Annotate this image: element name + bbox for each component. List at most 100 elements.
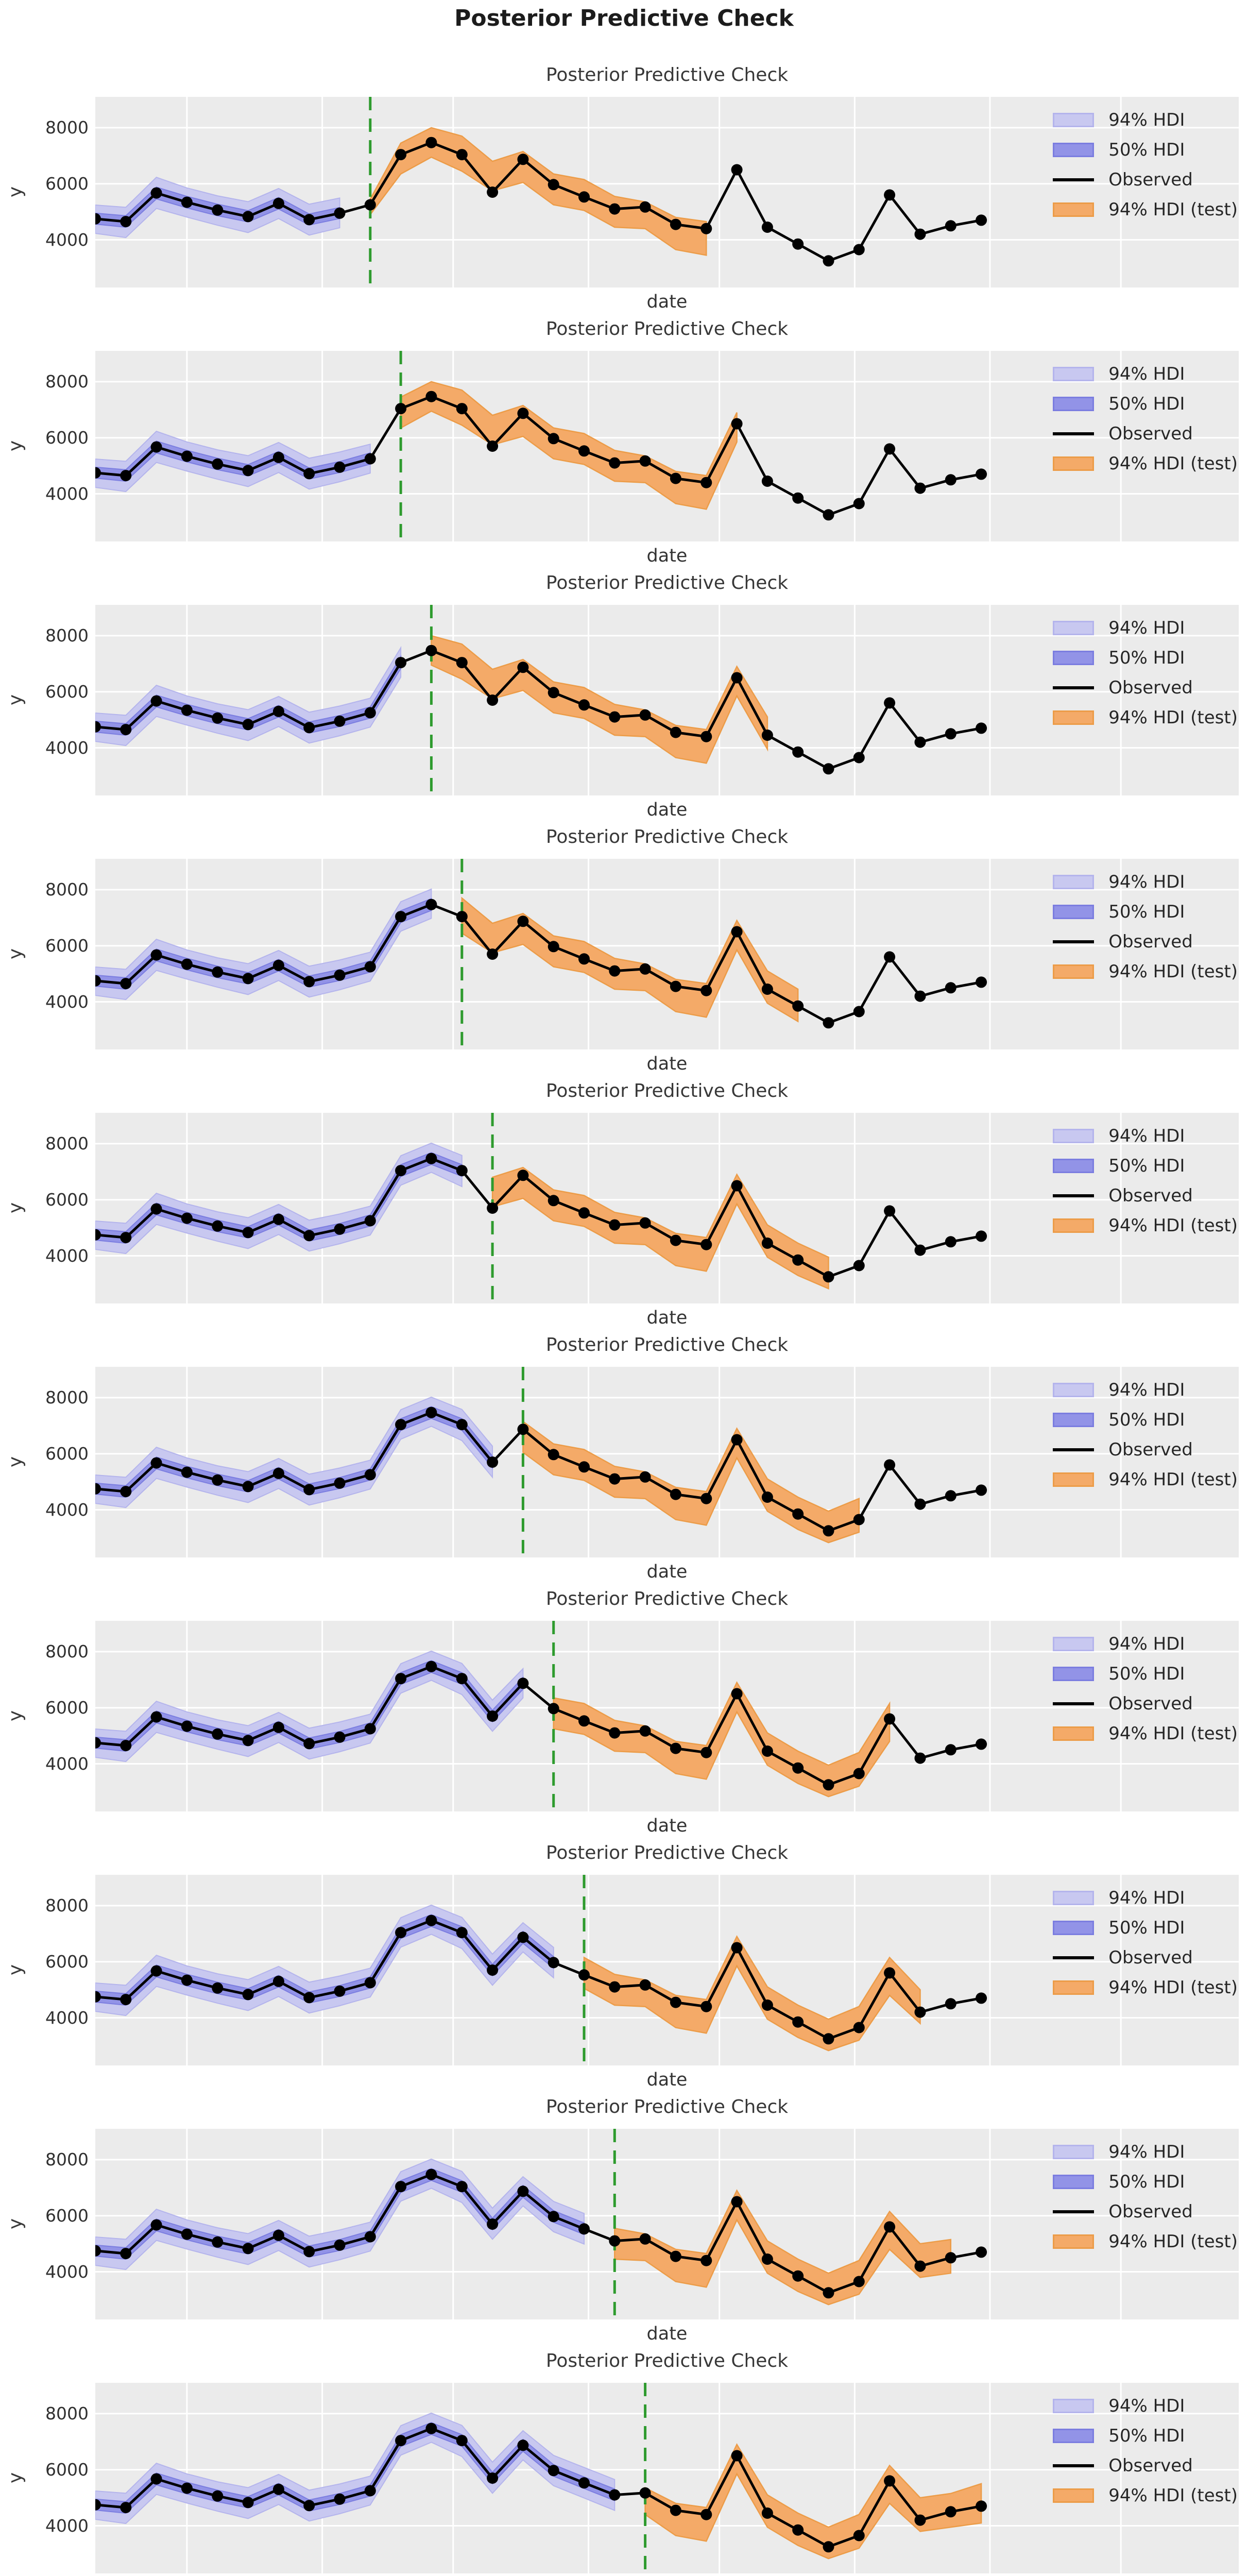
legend-label: 94% HDI (test)	[1108, 2485, 1238, 2506]
test-hdi-band	[369, 127, 707, 256]
legend-label: 94% HDI (test)	[1108, 2231, 1238, 2252]
plot-area: 94% HDI 50% HDI Observed 94% HDI (test)	[95, 1875, 1239, 2065]
y-tick-label: 6000	[45, 2459, 89, 2480]
observed-markers	[95, 645, 987, 775]
legend-patch-icon	[1053, 1637, 1095, 1651]
legend-patch-icon	[1053, 1383, 1095, 1397]
y-tick-label: 6000	[45, 1189, 89, 1210]
hdi94-band	[95, 646, 402, 747]
y-tick-label: 6000	[45, 173, 89, 194]
legend-item-94-hdi: 94% HDI	[1053, 359, 1238, 389]
plot-area: 94% HDI 50% HDI Observed 94% HDI (test)	[95, 1621, 1239, 1811]
x-axis-label: date	[646, 1562, 688, 1582]
y-tick-label: 4000	[45, 1499, 89, 1520]
legend-label: 94% HDI	[1108, 1888, 1185, 1908]
legend-patch-icon	[1053, 113, 1095, 127]
plot-svg	[95, 859, 1239, 1049]
legend-label: 50% HDI	[1108, 648, 1185, 668]
gridlines	[95, 859, 1239, 1049]
subplot-title: Posterior Predictive Check	[545, 1080, 789, 1101]
test-hdi-band	[461, 896, 799, 1023]
legend-item-94-hdi-test: 94% HDI (test)	[1053, 2481, 1238, 2511]
x-axis-label: date	[646, 800, 688, 820]
legend-patch-icon	[1053, 367, 1095, 381]
legend-item-94-hdi: 94% HDI	[1053, 105, 1238, 135]
subplot-title: Posterior Predictive Check	[545, 318, 789, 340]
legend-item-50-hdi: 50% HDI	[1053, 1913, 1238, 1943]
subplot-title: Posterior Predictive Check	[545, 1334, 789, 1355]
y-tick-label: 4000	[45, 1245, 89, 1266]
subplot: Posterior Predictive Check 94% HDI 50% HD…	[0, 824, 1248, 1078]
legend-item-50-hdi: 50% HDI	[1053, 135, 1238, 165]
legend-item-observed: Observed	[1053, 927, 1238, 957]
legend-item-94-hdi: 94% HDI	[1053, 867, 1238, 897]
plot-svg	[95, 2383, 1239, 2573]
legend-patch-icon	[1053, 1413, 1095, 1427]
plot-svg	[95, 605, 1239, 795]
test-hdi-band	[491, 1166, 829, 1290]
legend-label: 50% HDI	[1108, 1410, 1185, 1430]
plot-svg	[95, 1367, 1239, 1557]
subplot: Posterior Predictive Check 94% HDI 50% HD…	[0, 570, 1248, 824]
subplot-title: Posterior Predictive Check	[545, 64, 789, 86]
subplot: Posterior Predictive Check 94% HDI 50% HD…	[0, 62, 1248, 316]
subplot-title: Posterior Predictive Check	[545, 1842, 789, 1863]
legend-item-50-hdi: 50% HDI	[1053, 897, 1238, 927]
legend-item-observed: Observed	[1053, 2451, 1238, 2481]
x-axis-label: date	[646, 1054, 688, 1074]
y-tick-label: 6000	[45, 427, 89, 448]
legend-patch-icon	[1053, 456, 1095, 471]
legend-patch-icon	[1053, 2234, 1095, 2249]
x-axis-label: date	[646, 546, 688, 566]
gridlines	[95, 2383, 1239, 2573]
plot-area: 94% HDI 50% HDI Observed 94% HDI (test)	[95, 351, 1239, 541]
y-tick-label: 8000	[45, 2149, 89, 2170]
legend-line-icon	[1053, 432, 1095, 435]
y-tick-label: 4000	[45, 229, 89, 250]
legend-line-icon	[1053, 2464, 1095, 2467]
legend-item-94-hdi: 94% HDI	[1053, 2391, 1238, 2421]
legend-item-50-hdi: 50% HDI	[1053, 389, 1238, 419]
subplot-title: Posterior Predictive Check	[545, 572, 789, 594]
legend-patch-icon	[1053, 1129, 1095, 1143]
legend-patch-icon	[1053, 651, 1095, 665]
y-tick-label: 4000	[45, 2007, 89, 2028]
x-axis-label: date	[646, 1308, 688, 1328]
y-tick-label: 6000	[45, 935, 89, 956]
gridlines	[95, 97, 1239, 287]
y-tick-label: 6000	[45, 681, 89, 702]
legend-label: 94% HDI (test)	[1108, 707, 1238, 728]
legend: 94% HDI 50% HDI Observed 94% HDI (test)	[1053, 1121, 1238, 1241]
legend-item-94-hdi-test: 94% HDI (test)	[1053, 449, 1238, 479]
legend: 94% HDI 50% HDI Observed 94% HDI (test)	[1053, 613, 1238, 733]
subplot-title: Posterior Predictive Check	[545, 826, 789, 848]
legend-item-94-hdi: 94% HDI	[1053, 613, 1238, 643]
legend-item-observed: Observed	[1053, 419, 1238, 449]
legend-label: 94% HDI (test)	[1108, 453, 1238, 474]
legend-label: 50% HDI	[1108, 2172, 1185, 2192]
subplot: Posterior Predictive Check 94% HDI 50% HD…	[0, 1840, 1248, 2094]
subplot-title: Posterior Predictive Check	[545, 1588, 789, 1609]
legend-label: 94% HDI	[1108, 364, 1185, 384]
legend-item-50-hdi: 50% HDI	[1053, 2167, 1238, 2197]
legend-label: Observed	[1108, 2201, 1193, 2222]
legend-item-94-hdi-test: 94% HDI (test)	[1053, 1973, 1238, 2003]
test-hdi-band	[431, 635, 768, 764]
legend-label: Observed	[1108, 1439, 1193, 1460]
y-tick-label: 4000	[45, 737, 89, 758]
legend-patch-icon	[1053, 1726, 1095, 1741]
legend-patch-icon	[1053, 1159, 1095, 1173]
legend-label: 94% HDI	[1108, 2396, 1185, 2416]
legend-item-observed: Observed	[1053, 165, 1238, 195]
legend-label: 94% HDI	[1108, 2142, 1185, 2162]
legend-item-94-hdi: 94% HDI	[1053, 1121, 1238, 1151]
legend-patch-icon	[1053, 202, 1095, 217]
y-tick-label: 8000	[45, 1133, 89, 1154]
y-tick-label: 8000	[45, 2403, 89, 2424]
plot-area: 94% HDI 50% HDI Observed 94% HDI (test)	[95, 859, 1239, 1049]
hdi94-band	[95, 2158, 585, 2270]
legend-item-50-hdi: 50% HDI	[1053, 643, 1238, 673]
subplot: Posterior Predictive Check 94% HDI 50% HD…	[0, 1586, 1248, 1840]
test-hdi-band	[583, 1935, 921, 2052]
legend-item-94-hdi-test: 94% HDI (test)	[1053, 1211, 1238, 1241]
